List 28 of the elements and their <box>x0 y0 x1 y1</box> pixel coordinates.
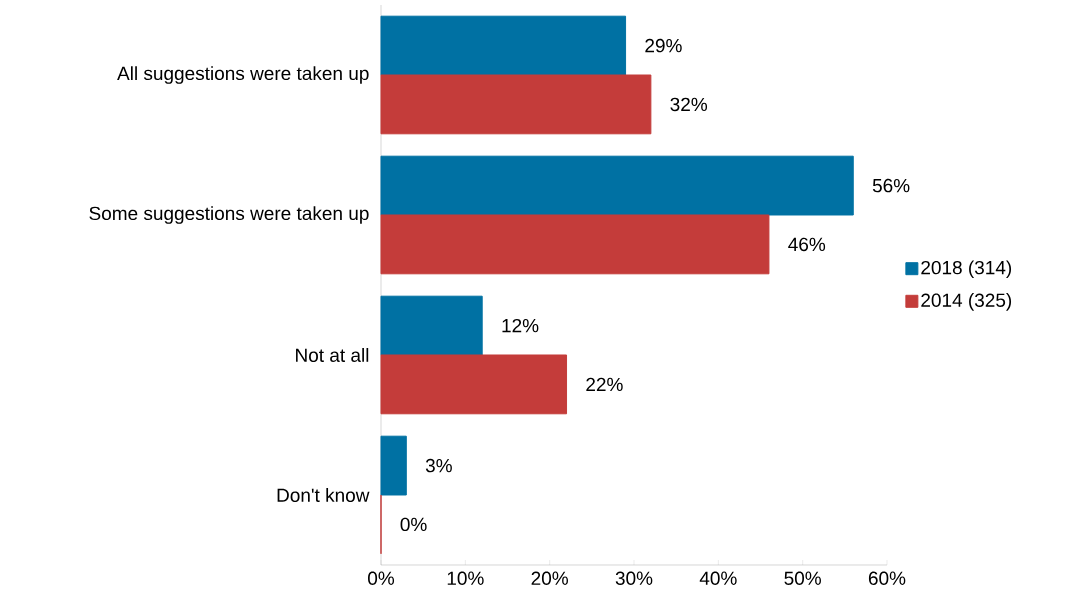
y-tick-label: Some suggestions were taken up <box>89 206 369 224</box>
legend-label: 2014 (325) <box>921 292 1012 311</box>
data-label: 29% <box>645 38 682 53</box>
data-label: 12% <box>502 318 539 333</box>
data-label: 56% <box>872 178 910 193</box>
bar <box>380 214 770 275</box>
data-label: 22% <box>586 377 623 392</box>
x-tick-label: 0% <box>368 571 395 585</box>
bar <box>380 74 652 135</box>
bar <box>380 15 627 76</box>
x-tick-label: 10% <box>447 571 484 585</box>
y-tick-label: Don't know <box>277 488 370 502</box>
x-tick-label: 50% <box>784 571 821 585</box>
legend-label: 2018 (314) <box>921 260 1012 279</box>
bar <box>380 435 407 496</box>
data-label: 0% <box>400 517 427 532</box>
y-tick-label: All suggestions were taken up <box>117 66 369 84</box>
bar <box>380 295 483 356</box>
x-tick-label: 30% <box>615 571 653 585</box>
x-tick-label: 40% <box>699 571 737 585</box>
x-tick-label: 20% <box>531 571 568 585</box>
x-tick-label: 60% <box>868 571 906 585</box>
data-label: 3% <box>425 458 452 473</box>
data-label: 32% <box>670 97 708 112</box>
y-tick-label: Not at all <box>296 348 369 362</box>
bar <box>380 155 854 216</box>
bar <box>380 354 568 415</box>
data-label: 46% <box>788 237 826 252</box>
